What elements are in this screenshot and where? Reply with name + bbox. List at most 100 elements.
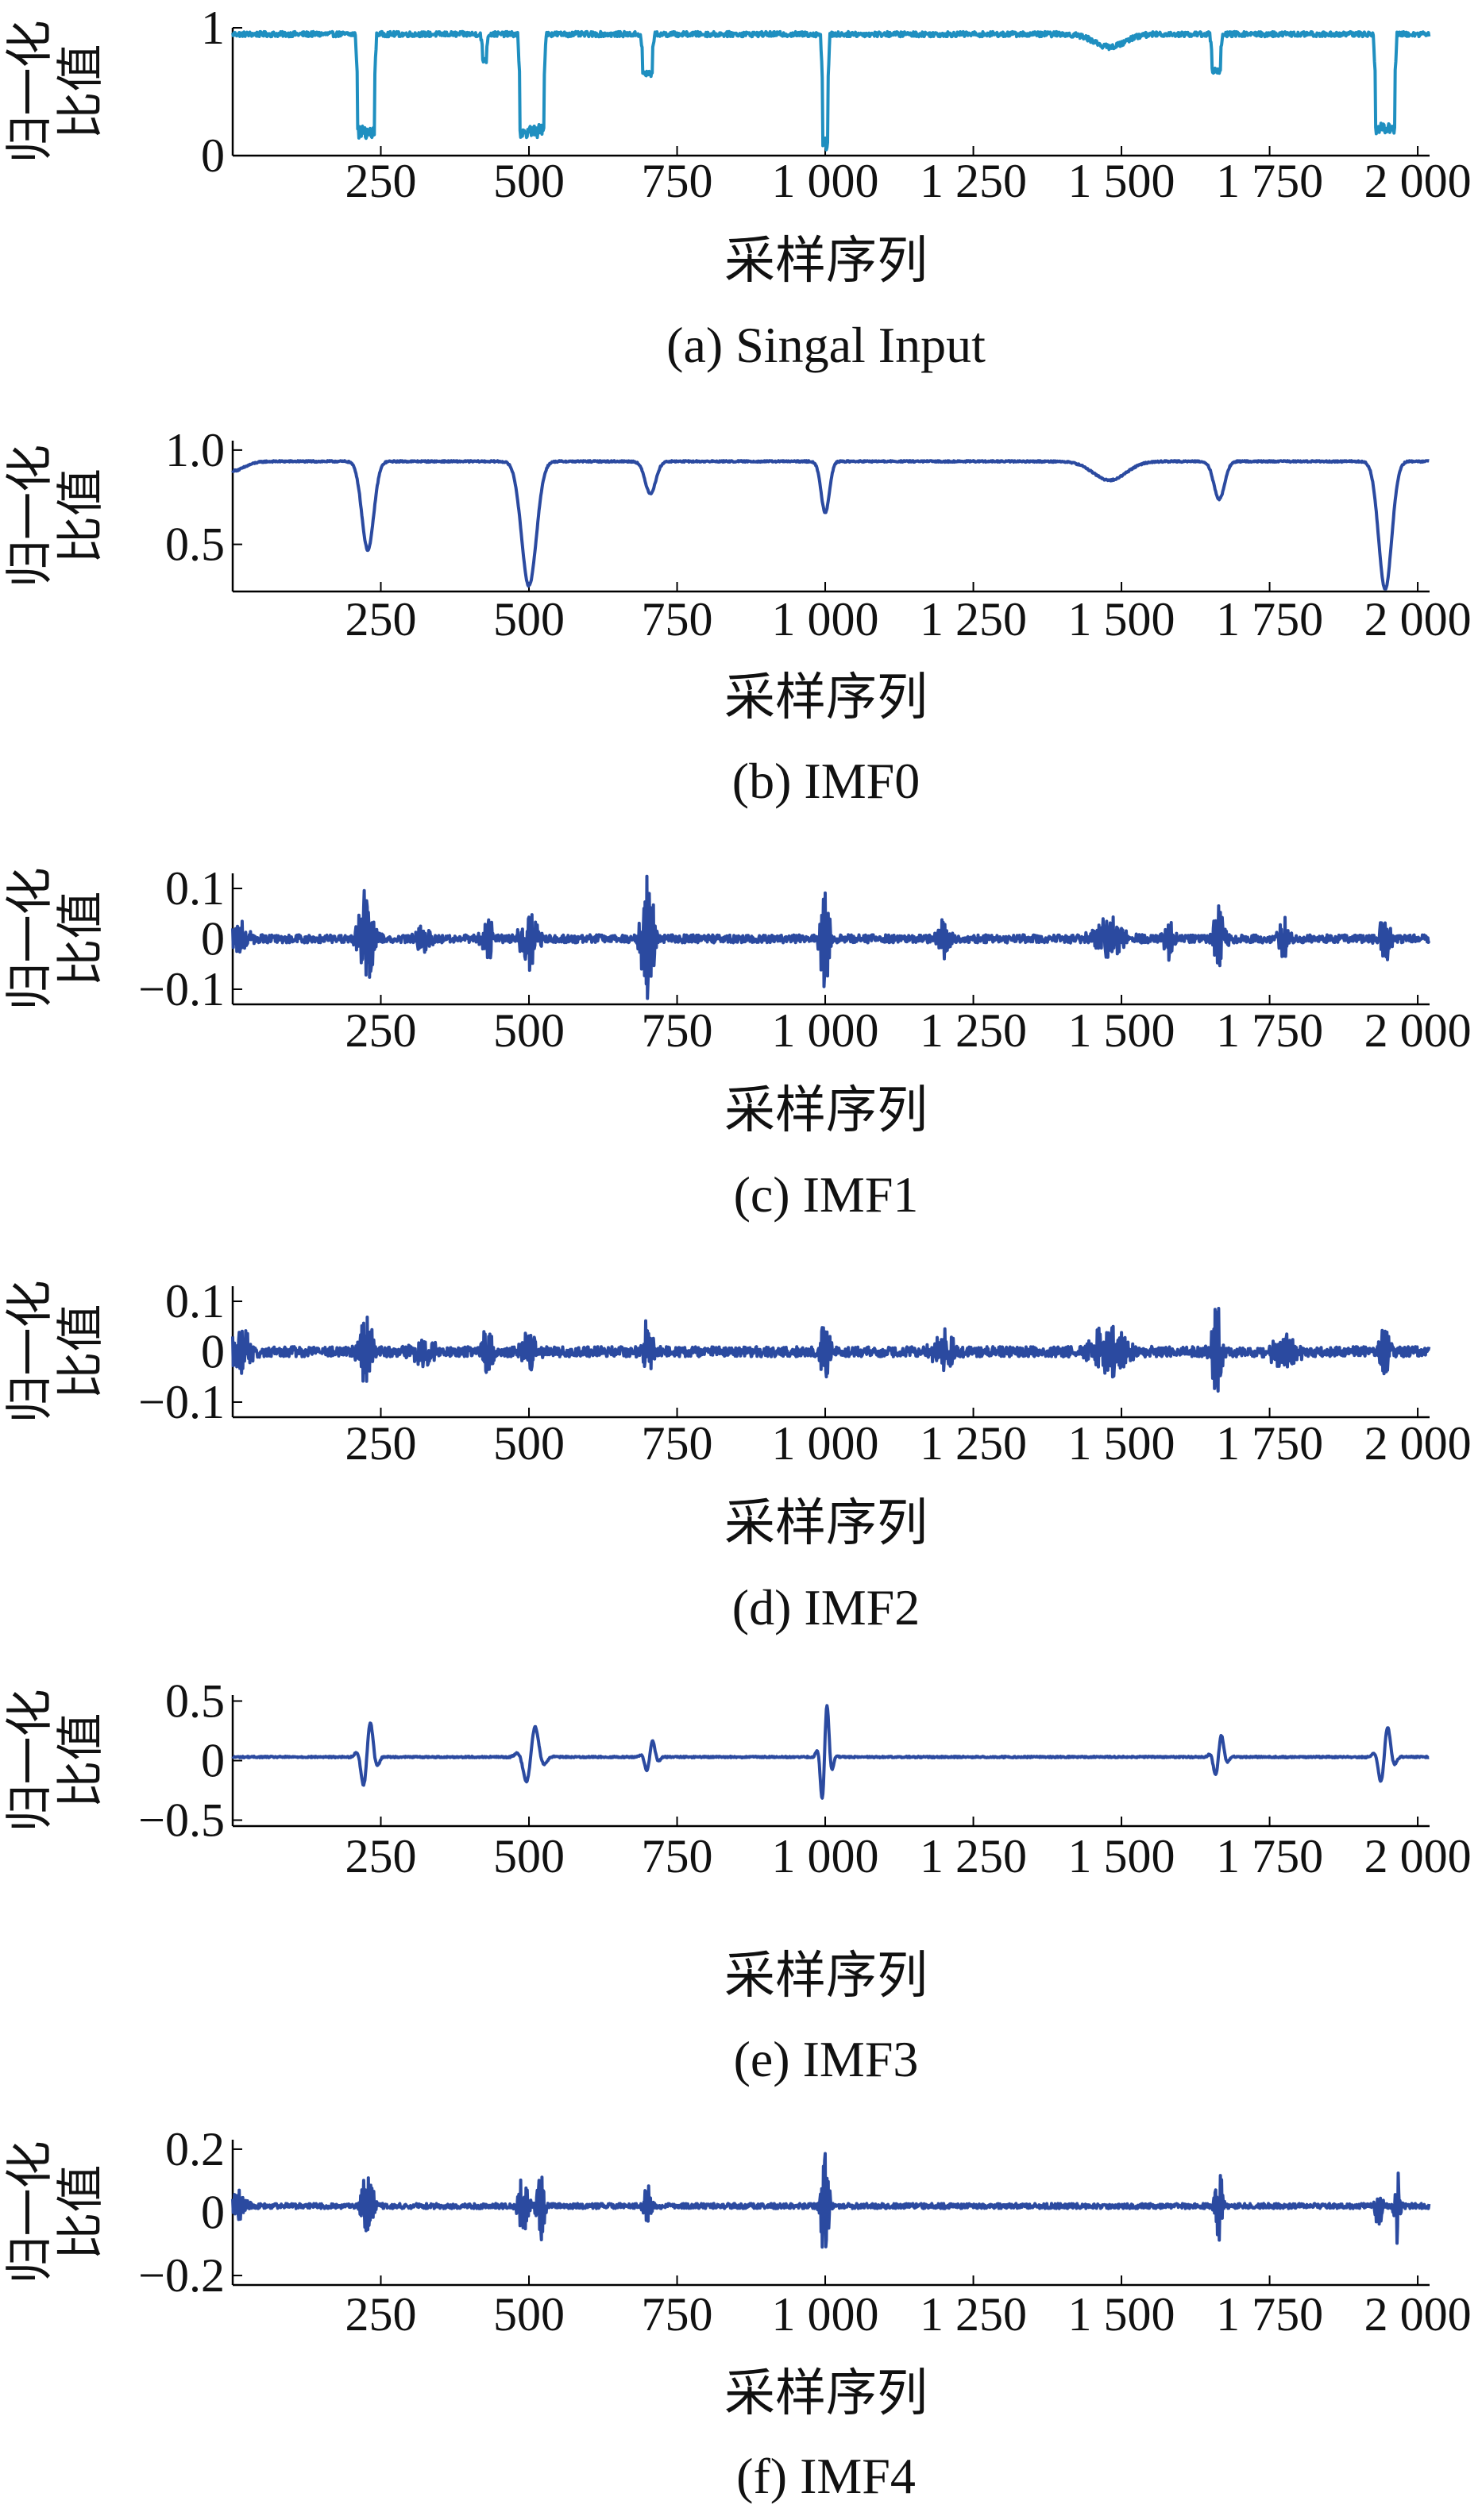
chart-panel-4: 250 500 750 1 000 1 250 1 500 1 750 2 000 −0.5 0 0… — [2, 1675, 1472, 2088]
x-tick-label: 1 500 — [1068, 1830, 1175, 1882]
x-tick-label: 500 — [493, 593, 565, 645]
y-tick-label: 0 — [201, 1735, 225, 1787]
chart-caption: (d) IMF2 — [732, 1579, 920, 1636]
x-tick-label: 2 000 — [1364, 1830, 1472, 1882]
y-axis-label-line-1: 归一化 — [2, 21, 58, 164]
x-tick-label: 2 000 — [1364, 155, 1472, 207]
y-tick-label: −0.1 — [138, 1376, 225, 1428]
x-tick-label: 500 — [493, 2288, 565, 2341]
x-tick-label: 250 — [345, 2288, 417, 2341]
x-tick-label: 1 250 — [920, 1004, 1027, 1057]
x-axis-label: 采样序列 — [724, 2364, 928, 2423]
x-axis-label: 采样序列 — [724, 232, 928, 291]
x-tick-label: 1 250 — [920, 1830, 1027, 1882]
y-tick-label: 0 — [201, 1326, 225, 1378]
x-tick-label: 500 — [493, 1004, 565, 1057]
x-tick-label: 2 000 — [1364, 1004, 1472, 1057]
x-tick-label: 500 — [493, 155, 565, 207]
y-axis-label: 归一化比值 — [2, 445, 109, 588]
x-tick-label: 750 — [642, 1830, 713, 1882]
y-tick-label: 0.5 — [165, 518, 225, 571]
x-tick-label: 1 000 — [772, 2288, 879, 2341]
y-axis-label-line-2: 比值 — [53, 1713, 109, 1809]
y-axis-label-line-2: 比值 — [53, 468, 109, 564]
x-tick-label: 1 000 — [772, 155, 879, 207]
y-axis-label-line-1: 归一化 — [2, 445, 58, 588]
x-tick-label: 2 000 — [1364, 2288, 1472, 2341]
x-tick-label: 750 — [642, 593, 713, 645]
chart-caption: (c) IMF1 — [734, 1166, 919, 1223]
y-axis-label: 归一化比值 — [2, 21, 109, 164]
y-axis-label-line-2: 比值 — [53, 1304, 109, 1400]
x-tick-label: 1 250 — [920, 1417, 1027, 1470]
series-line — [231, 2152, 1431, 2249]
y-axis-label-line-2: 比值 — [53, 2165, 109, 2260]
x-tick-label: 1 750 — [1216, 593, 1323, 645]
x-tick-label: 250 — [345, 1830, 417, 1882]
x-tick-label: 250 — [345, 155, 417, 207]
y-axis-label-line-1: 归一化 — [2, 2141, 58, 2284]
x-tick-label: 1 750 — [1216, 1004, 1323, 1057]
x-tick-label: 750 — [642, 155, 713, 207]
x-tick-label: 750 — [642, 2288, 713, 2341]
x-tick-label: 2 000 — [1364, 593, 1472, 645]
series-line — [231, 874, 1431, 1000]
x-tick-label: 250 — [345, 1417, 417, 1470]
x-tick-label: 1 500 — [1068, 2288, 1175, 2341]
x-tick-label: 250 — [345, 593, 417, 645]
x-tick-label: 1 000 — [772, 1004, 879, 1057]
x-axis-label: 采样序列 — [724, 1494, 928, 1553]
chart-panel-3: 250 500 750 1 000 1 250 1 500 1 750 2 000 −0.100… — [2, 1275, 1472, 1636]
series-line — [231, 29, 1431, 152]
chart-caption: (f) IMF4 — [736, 2448, 916, 2504]
chart-panel-1: 250 500 750 1 000 1 250 1 500 1 750 2 000 0.5 1.0… — [2, 424, 1472, 809]
x-tick-label: 250 — [345, 1004, 417, 1057]
y-tick-label: 0 — [201, 129, 225, 182]
y-axis-label: 归一化比值 — [2, 1690, 109, 1832]
y-axis-label: 归一化比值 — [2, 2141, 109, 2284]
x-tick-label: 1 250 — [920, 593, 1027, 645]
x-tick-label: 1 500 — [1068, 155, 1175, 207]
y-tick-label: 0.1 — [165, 862, 225, 915]
x-tick-label: 1 250 — [920, 155, 1027, 207]
y-tick-label: 0.2 — [165, 2123, 225, 2175]
y-tick-label: −0.2 — [138, 2249, 225, 2302]
x-tick-label: 1 750 — [1216, 1417, 1323, 1470]
chart-caption: (b) IMF0 — [732, 753, 920, 809]
series-line — [231, 1307, 1431, 1393]
series-line — [231, 1704, 1430, 1800]
chart-caption: (a) Singal Input — [666, 317, 986, 373]
chart-panel-0: 250 500 750 1 000 1 250 1 500 1 750 2 000 0 1 归一化比… — [2, 2, 1472, 373]
x-tick-label: 2 000 — [1364, 1417, 1472, 1470]
x-tick-label: 1 000 — [772, 1830, 879, 1882]
y-axis-label-line-2: 比值 — [53, 44, 109, 140]
x-tick-label: 1 500 — [1068, 593, 1175, 645]
y-axis-label-line-2: 比值 — [53, 892, 109, 987]
x-tick-label: 1 500 — [1068, 1417, 1175, 1470]
chart-panel-5: 250 500 750 1 000 1 250 1 500 1 750 2 000 −0.2 0 0… — [2, 2123, 1472, 2504]
chart-panel-2: 250 500 750 1 000 1 250 1 500 1 750 2 000 −0.100… — [2, 862, 1472, 1223]
x-tick-label: 1 000 — [772, 1417, 879, 1470]
y-tick-label: −0.5 — [138, 1794, 225, 1847]
y-tick-label: 0 — [201, 913, 225, 965]
x-tick-label: 750 — [642, 1004, 713, 1057]
y-tick-label: 1 — [201, 2, 225, 54]
x-axis-label: 采样序列 — [724, 669, 928, 727]
x-axis-label: 采样序列 — [724, 1081, 928, 1140]
x-tick-label: 1 500 — [1068, 1004, 1175, 1057]
y-tick-label: −0.1 — [138, 963, 225, 1015]
y-tick-label: 0 — [201, 2187, 225, 2239]
y-axis-label-line-1: 归一化 — [2, 1690, 58, 1832]
y-axis-label-line-1: 归一化 — [2, 868, 58, 1011]
x-tick-label: 1 750 — [1216, 155, 1323, 207]
series-line — [231, 459, 1430, 591]
x-tick-label: 1 750 — [1216, 1830, 1323, 1882]
y-tick-label: 1.0 — [165, 424, 225, 476]
x-tick-label: 750 — [642, 1417, 713, 1470]
x-tick-label: 1 750 — [1216, 2288, 1323, 2341]
y-axis-label: 归一化比值 — [2, 868, 109, 1011]
x-tick-label: 1 250 — [920, 2288, 1027, 2341]
x-axis-label: 采样序列 — [724, 1947, 928, 2006]
y-axis-label: 归一化比值 — [2, 1281, 109, 1424]
